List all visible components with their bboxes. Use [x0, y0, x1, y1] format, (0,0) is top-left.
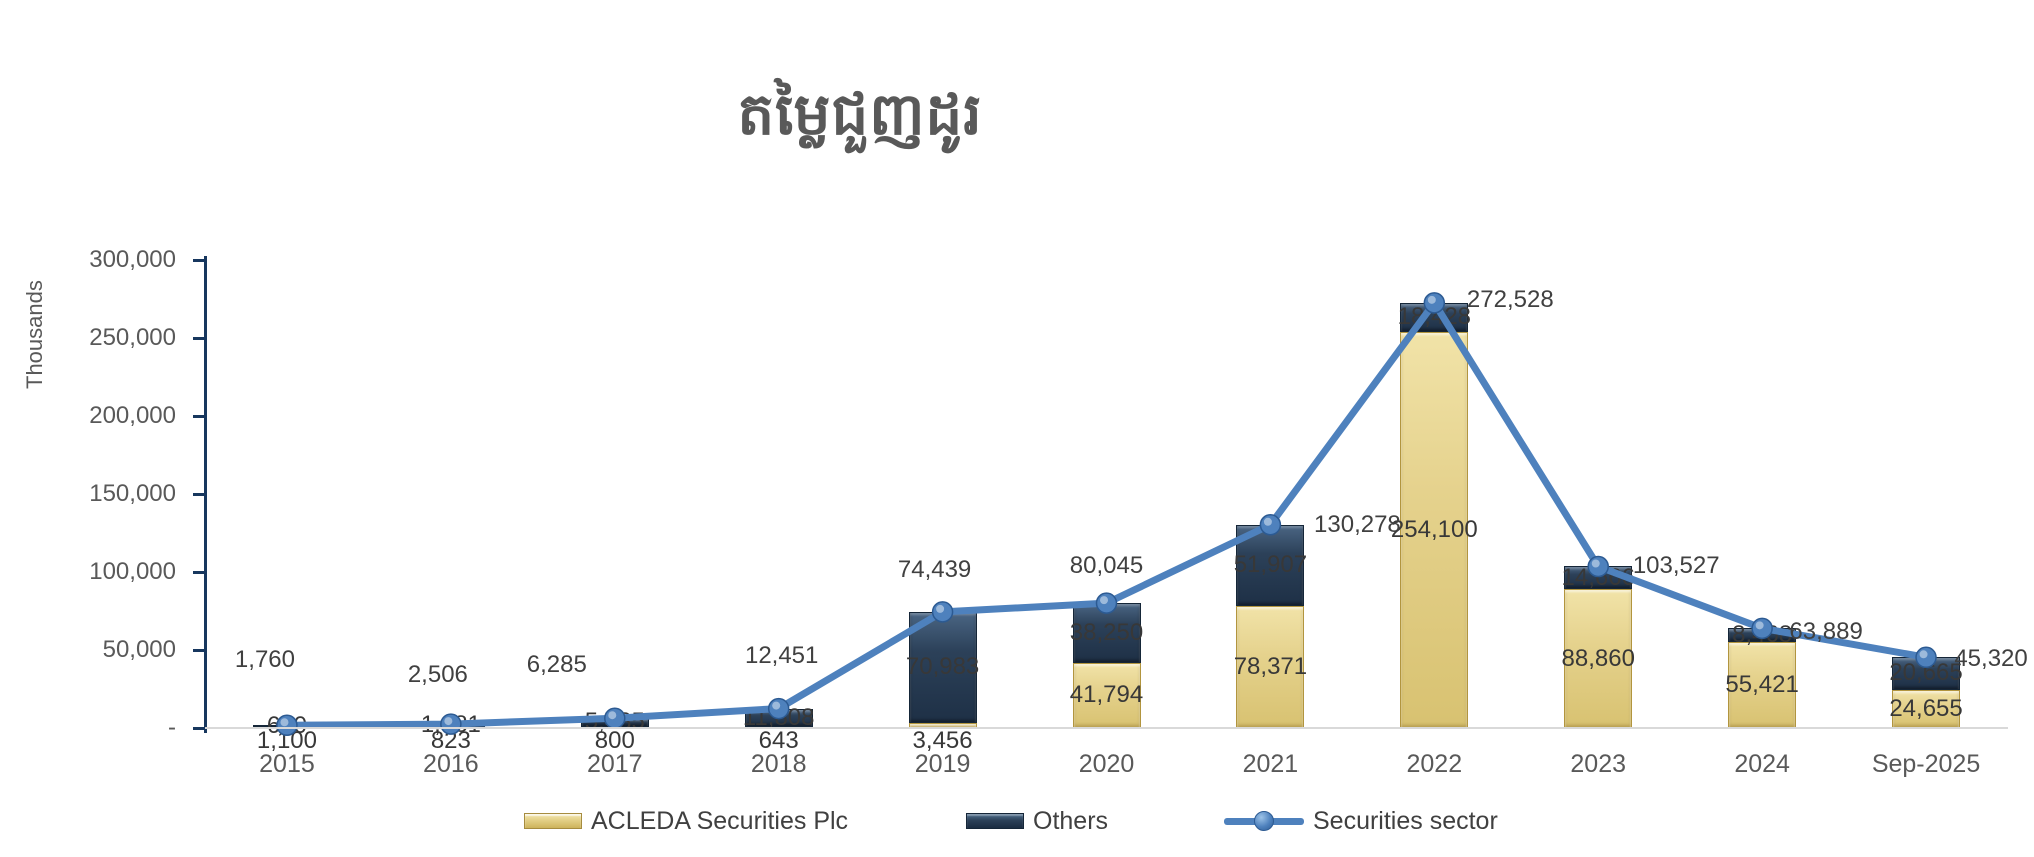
x-tick-label: 2021	[1242, 750, 1299, 778]
line-label-securities-sector: 6,285	[526, 651, 587, 679]
y-tick-label: 150,000	[89, 480, 176, 507]
line-marker	[1259, 514, 1282, 536]
y-tick-mark	[193, 648, 206, 652]
x-tick-label: 2019	[914, 750, 971, 778]
y-tick-label: 250,000	[89, 324, 176, 351]
line-marker	[1751, 617, 1773, 640]
line-label-securities-sector: 12,451	[744, 641, 819, 669]
bar-label-acleda: 55,421	[1725, 670, 1799, 698]
legend-swatch-others	[966, 813, 1024, 829]
x-tick-label: 2024	[1734, 750, 1790, 778]
x-tick-label: 2023	[1570, 750, 1627, 778]
line-label-securities-sector: 80,045	[1069, 552, 1144, 580]
line-label-securities-sector: 45,320	[1954, 645, 2028, 673]
y-tick-label: 200,000	[89, 402, 176, 429]
bar-label-others: 51,907	[1233, 551, 1308, 579]
legend-item-others: Others	[966, 806, 1108, 836]
y-tick-mark	[193, 258, 206, 262]
legend-swatch-securities-sector	[1224, 811, 1304, 831]
x-tick-label: 2018	[750, 750, 807, 778]
x-tick-label: Sep-2025	[1871, 750, 1981, 778]
bar-segment-acleda	[1728, 641, 1797, 728]
bar-label-acleda: 24,655	[1889, 694, 1963, 722]
legend-label-others: Others	[1033, 806, 1109, 835]
bar-segment-acleda	[1892, 689, 1961, 728]
line-marker	[931, 601, 954, 623]
legend-item-securities-sector: Securities sector	[1224, 806, 1498, 836]
line-label-securities-sector: 130,278	[1314, 510, 1401, 538]
y-tick-mark	[193, 726, 206, 730]
legend-label-acleda: ACLEDA Securities Plc	[591, 806, 849, 835]
bar-label-others: 38,250	[1069, 618, 1144, 646]
bar-label-acleda: 800	[594, 727, 635, 754]
line-marker	[767, 697, 790, 720]
bar-segment-acleda	[1400, 331, 1469, 728]
chart-title: តម្លៃជួញដូរ	[737, 82, 983, 147]
line-label-securities-sector: 1,760	[234, 646, 295, 674]
x-axis-line	[205, 727, 2008, 729]
line-label-securities-sector: 74,439	[897, 555, 972, 583]
y-tick-label: 300,000	[89, 246, 176, 273]
bar-label-acleda: 88,860	[1561, 644, 1635, 672]
line-marker	[1587, 555, 1609, 578]
bar-label-acleda: 254,100	[1390, 515, 1478, 543]
x-tick-label: 2017	[586, 750, 643, 778]
y-tick-label: 100,000	[89, 558, 176, 585]
y-tick-label: -	[168, 714, 176, 741]
y-tick-mark	[193, 570, 206, 574]
bar-label-others: 70,983	[905, 653, 980, 681]
y-tick-mark	[193, 492, 206, 496]
x-tick-label: 2022	[1406, 750, 1463, 778]
line-marker	[1095, 592, 1118, 614]
bar-label-acleda: 41,794	[1069, 681, 1144, 709]
line-marker	[1915, 646, 1937, 669]
bar-label-acleda: 3,456	[912, 727, 973, 754]
x-tick-label: 2015	[259, 750, 315, 778]
line-label-securities-sector: 63,889	[1789, 618, 1863, 646]
bar-segment-acleda	[1564, 589, 1633, 728]
y-tick-label: 50,000	[102, 636, 176, 663]
bar-label-acleda: 643	[758, 727, 799, 754]
line-marker	[276, 714, 298, 737]
line-label-securities-sector: 272,528	[1466, 285, 1554, 313]
line-marker	[440, 713, 462, 735]
x-tick-label: 2016	[423, 750, 479, 778]
legend-label-securities-sector: Securities sector	[1313, 806, 1498, 835]
bar-segment-acleda	[1236, 605, 1305, 728]
x-tick-label: 2020	[1078, 750, 1135, 778]
legend-swatch-acleda	[524, 813, 582, 829]
line-label-securities-sector: 2,506	[407, 661, 468, 689]
bar-label-acleda: 78,371	[1233, 652, 1308, 680]
line-label-securities-sector: 103,527	[1632, 552, 1720, 580]
legend-item-acleda: ACLEDA Securities Plc	[524, 806, 848, 836]
line-marker	[1423, 292, 1446, 314]
y-tick-mark	[193, 336, 206, 340]
line-marker-icon	[1254, 811, 1274, 831]
bar-segment-others	[908, 611, 977, 723]
y-tick-mark	[193, 414, 206, 418]
